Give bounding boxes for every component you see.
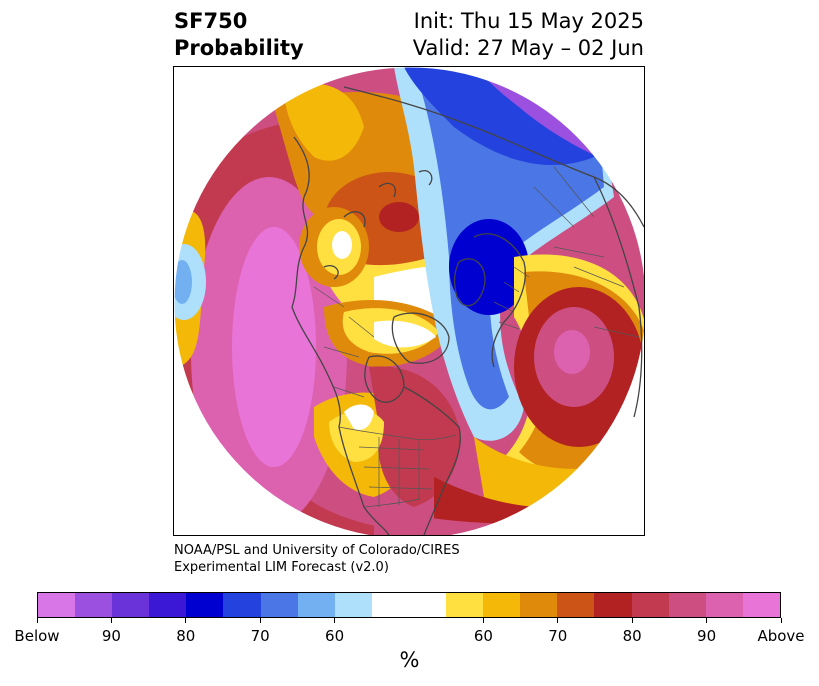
colorbar-tick-mark <box>631 618 633 623</box>
title-line-1: SF750 <box>174 9 248 33</box>
colorbar-segment <box>75 593 113 617</box>
colorbar-segment <box>705 593 743 617</box>
colorbar-tick-label: 90 <box>697 627 717 645</box>
colorbar-segment <box>186 593 224 617</box>
colorbar-unit-label: % <box>399 648 420 672</box>
colorbar-tick-label: 60 <box>473 627 493 645</box>
colorbar-tick-mark <box>259 618 261 623</box>
init-date: Init: Thu 15 May 2025 <box>413 9 644 33</box>
colorbar-tick-mark <box>482 618 484 623</box>
borders <box>313 166 640 508</box>
colorbar-segment <box>594 593 632 617</box>
chart-title: SF750 Probability <box>174 8 304 62</box>
colorbar-segment <box>149 593 187 617</box>
coast-hudson <box>364 355 405 403</box>
colorbar-tick-mark <box>780 618 782 623</box>
colorbar-tick-label: Below <box>14 627 60 645</box>
colorbar-tick-label: 70 <box>548 627 568 645</box>
colorbar-segment <box>112 593 150 617</box>
colorbar-segment <box>742 593 780 617</box>
colorbar-tick-label: 90 <box>101 627 121 645</box>
field-white-namerica <box>344 404 374 430</box>
border-us-canada <box>338 426 457 441</box>
colorbar-segment <box>520 593 558 617</box>
colorbar-tick-label: Above <box>757 627 805 645</box>
coast-greenland <box>391 312 450 364</box>
coastlines <box>291 86 644 535</box>
valid-date: Valid: 27 May – 02 Jun <box>412 36 644 60</box>
colorbar-tick-mark <box>706 618 708 623</box>
credit-text: NOAA/PSL and University of Colorado/CIRE… <box>174 542 460 576</box>
title-line-2: Probability <box>174 36 304 60</box>
colorbar-segment <box>334 593 372 617</box>
colorbar-segment <box>260 593 298 617</box>
colorbar-segment <box>297 593 335 617</box>
border-canada-provinces <box>313 286 375 398</box>
field-pink-east <box>554 330 590 374</box>
border-us-mexico <box>363 498 420 508</box>
field-white-belt <box>374 320 436 348</box>
colorbar-segment <box>483 593 521 617</box>
field-blue2-westedge <box>174 260 192 304</box>
credit-line-1: NOAA/PSL and University of Colorado/CIRE… <box>174 543 460 558</box>
colorbar-segment <box>371 593 409 617</box>
field-white-pocket <box>332 231 352 259</box>
border-asia <box>533 166 640 338</box>
colorbar-tick-mark <box>185 618 187 623</box>
colorbar-tick-mark <box>334 618 336 623</box>
date-info: Init: Thu 15 May 2025 Valid: 27 May – 02… <box>413 8 644 62</box>
field-magenta-west <box>232 227 316 467</box>
colorbar-tick-mark <box>36 618 38 623</box>
colorbar-segment <box>668 593 706 617</box>
coast-siberia <box>343 86 644 228</box>
coast-europe <box>473 233 526 368</box>
border-europe <box>493 266 530 330</box>
probability-map <box>174 67 644 535</box>
coast-alaska <box>291 136 310 308</box>
colorbar-tick-mark <box>110 618 112 623</box>
field-yellow-namerica <box>329 410 384 462</box>
colorbar-segment <box>38 593 76 617</box>
colorbar-tick-mark <box>557 618 559 623</box>
colorbar-tick-labels: Below 90 80 70 60 60 70 80 90 Above <box>0 627 819 647</box>
coast-asia-east <box>593 176 643 418</box>
colorbar-segment <box>223 593 261 617</box>
field-gold-north <box>284 83 364 161</box>
colorbar-segment <box>446 593 484 617</box>
coast-arctic-islands <box>323 170 433 280</box>
coast-eastcanada <box>403 386 461 535</box>
field-red-center <box>379 202 419 232</box>
credit-line-2: Experimental LIM Forecast (v2.0) <box>174 560 389 575</box>
colorbar-segment <box>631 593 669 617</box>
colorbar-segment <box>408 593 447 617</box>
map-panel <box>173 66 645 536</box>
coast-scandinavia <box>453 258 486 307</box>
forecast-field <box>174 67 644 535</box>
colorbar-tick-label: 80 <box>622 627 642 645</box>
colorbar-tick-label: 80 <box>176 627 196 645</box>
colorbar-tick-label: 60 <box>325 627 345 645</box>
colorbar-ticks <box>0 618 819 624</box>
colorbar-segment <box>557 593 595 617</box>
colorbar <box>37 592 781 618</box>
border-us-states <box>358 437 433 507</box>
colorbar-tick-label: 70 <box>250 627 270 645</box>
